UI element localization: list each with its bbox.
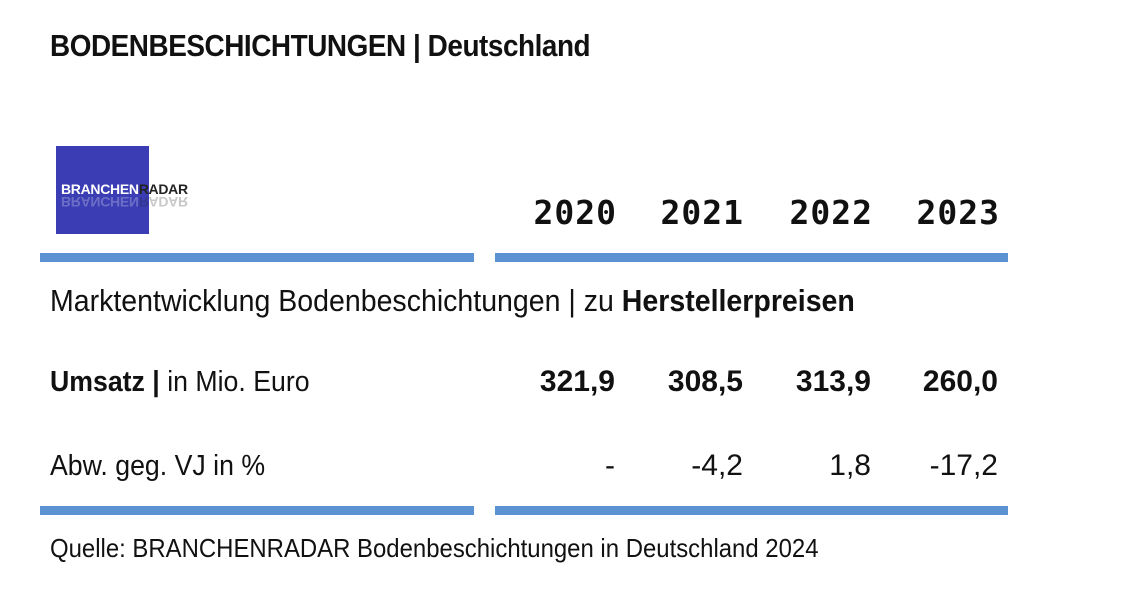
year-header-2020: 2020 <box>533 193 617 232</box>
logo-part-radar: RADAR <box>138 181 188 197</box>
logo-reflection-part-branchen: BRANCHEN <box>61 194 139 210</box>
logo-reflection: BRANCHENRADAR <box>61 194 188 210</box>
cell-abweichung-2023: -17,2 <box>929 449 998 482</box>
source-note: Quelle: BRANCHENRADAR Bodenbeschichtunge… <box>50 533 819 563</box>
year-header-2022: 2022 <box>789 193 873 232</box>
logo-part-branchen: BRANCHEN <box>61 181 139 197</box>
cell-umsatz-2020: 321,9 <box>539 365 615 398</box>
page-title: BODENBESCHICHTUNGEN | Deutschland <box>50 28 591 63</box>
year-header-2023: 2023 <box>916 193 1000 232</box>
logo-reflection-part-radar: RADAR <box>138 194 188 210</box>
cell-umsatz-2022: 313,9 <box>795 365 871 398</box>
bottom-rule-right <box>495 506 1008 515</box>
cell-abweichung-2020: - <box>605 449 615 482</box>
section-heading-prefix: Marktentwicklung Bodenbeschichtungen | z… <box>50 283 622 318</box>
bottom-rule-left <box>40 506 474 515</box>
branchenradar-logo: BRANCHENRADAR BRANCHENRADAR <box>56 146 188 234</box>
cell-umsatz-2023: 260,0 <box>922 365 998 398</box>
cell-umsatz-2021: 308,5 <box>667 365 743 398</box>
top-rule-right <box>495 253 1008 262</box>
year-header-2021: 2021 <box>660 193 744 232</box>
cell-abweichung-2022: 1,8 <box>829 449 871 482</box>
section-heading-emphasis: Herstellerpreisen <box>621 283 855 318</box>
row-label-umsatz-bold: Umsatz | <box>50 366 160 398</box>
top-rule-left <box>40 253 474 262</box>
row-label-umsatz-rest: in Mio. Euro <box>159 366 310 398</box>
cell-abweichung-2021: -4,2 <box>691 449 743 482</box>
section-heading: Marktentwicklung Bodenbeschichtungen | z… <box>50 283 855 319</box>
logo-wordmark: BRANCHENRADAR <box>61 182 188 196</box>
row-label-abweichung: Abw. geg. VJ in % <box>50 450 266 482</box>
row-label-umsatz: Umsatz | in Mio. Euro <box>50 366 310 399</box>
